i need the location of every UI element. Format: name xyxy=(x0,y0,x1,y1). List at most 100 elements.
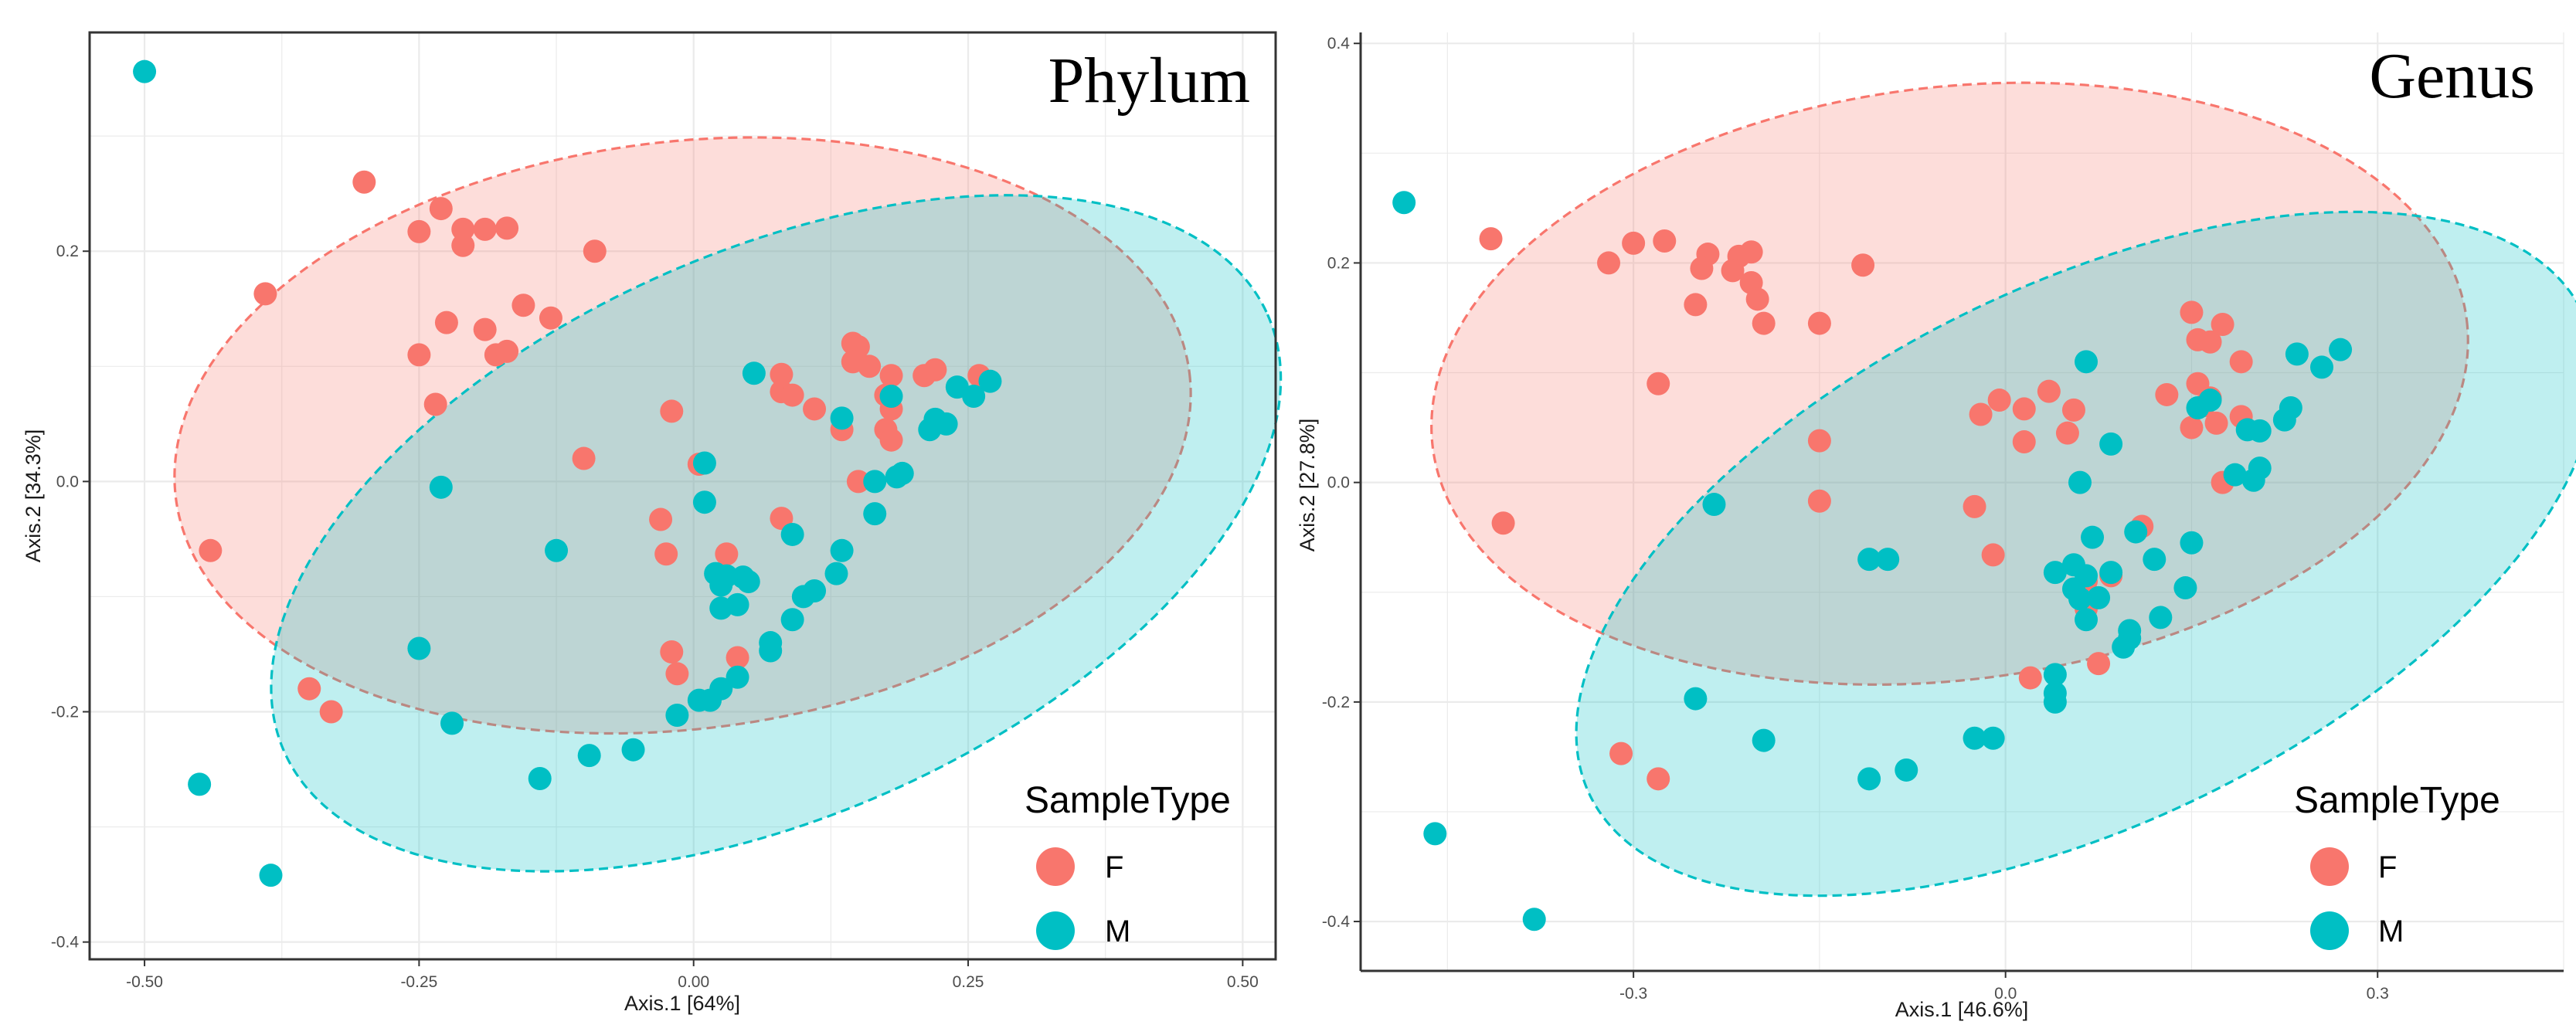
grid xyxy=(1361,32,2564,971)
point-m xyxy=(2248,419,2272,443)
point-f xyxy=(2211,313,2234,336)
point-f xyxy=(1653,229,1677,253)
point-m xyxy=(698,688,722,712)
x-axis-title: Axis.1 [64%] xyxy=(624,992,740,1015)
point-f xyxy=(879,428,903,452)
point-m xyxy=(2285,342,2309,366)
genus-panel: -0.3 0.0 0.3 -0.4 -0.2 0.0 0.2 0.4 Genus Axis.… xyxy=(1288,0,2576,1035)
x-axis-ticks: -0.3 0.0 0.3 xyxy=(1619,971,2389,1003)
x-tick-label: 0.50 xyxy=(1227,973,1259,991)
point-m xyxy=(2081,525,2105,549)
point-f xyxy=(407,343,431,367)
point-f xyxy=(2229,350,2253,374)
point-f xyxy=(2061,398,2085,422)
point-m xyxy=(2198,389,2222,412)
point-f xyxy=(2180,416,2204,439)
point-m xyxy=(962,385,986,409)
point-f xyxy=(1745,287,1769,311)
point-m xyxy=(863,470,887,494)
point-f xyxy=(660,399,684,423)
point-m xyxy=(1895,758,1918,782)
ellipse-layer xyxy=(173,136,1283,873)
point-m xyxy=(2068,470,2092,494)
y-axis-title: Axis.2 [34.3%] xyxy=(22,429,45,563)
point-m xyxy=(2143,548,2166,572)
point-f xyxy=(1609,741,1633,765)
legend: SampleType F M xyxy=(1025,780,1231,950)
point-m xyxy=(1963,726,1986,750)
x-tick-label: -0.25 xyxy=(400,973,437,991)
point-f xyxy=(2037,379,2061,403)
point-f xyxy=(726,646,749,670)
point-m xyxy=(2075,350,2099,374)
point-m xyxy=(885,465,909,489)
point-f xyxy=(2055,421,2079,445)
point-f xyxy=(1752,311,1776,335)
y-tick-label: 0.0 xyxy=(1327,474,1350,492)
point-f xyxy=(1597,251,1621,275)
point-f xyxy=(423,392,447,416)
phylum-panel: -0.50 -0.25 0.00 0.25 0.50 -0.4 -0.2 0.0 0.2 Ph… xyxy=(22,31,1283,1015)
point-f xyxy=(654,542,678,566)
point-m xyxy=(259,864,283,887)
point-m xyxy=(2309,355,2333,379)
point-m xyxy=(1392,191,1416,215)
point-f xyxy=(473,317,497,341)
point-f xyxy=(2198,330,2222,354)
point-m xyxy=(978,369,1002,393)
point-m xyxy=(665,703,689,727)
chart-title: Genus xyxy=(2369,40,2535,112)
point-f xyxy=(495,216,519,240)
point-m xyxy=(742,361,766,385)
genus-chart: -0.3 0.0 0.3 -0.4 -0.2 0.0 0.2 0.4 Genus Axis.… xyxy=(1296,32,2576,1021)
x-tick-label: 0.0 xyxy=(1994,985,2017,1003)
point-f xyxy=(1684,293,1708,317)
point-m xyxy=(1876,548,1900,572)
point-f xyxy=(2012,430,2036,454)
point-m xyxy=(407,636,431,660)
point-f xyxy=(319,700,343,724)
point-f xyxy=(1690,256,1714,280)
point-f xyxy=(649,507,673,531)
point-f xyxy=(879,364,903,388)
ellipse-m xyxy=(270,194,1283,873)
y-axis-ticks: -0.4 -0.2 0.0 0.2 xyxy=(51,243,90,952)
point-f xyxy=(803,397,827,421)
point-m xyxy=(780,522,804,546)
point-f xyxy=(1963,494,1986,518)
point-m xyxy=(2068,587,2092,611)
point-f xyxy=(1987,389,2011,412)
point-f xyxy=(1647,767,1670,791)
point-f xyxy=(2180,300,2204,324)
point-f xyxy=(770,362,794,386)
point-m xyxy=(1857,767,1881,791)
point-f xyxy=(2012,397,2036,421)
legend-title: SampleType xyxy=(1025,780,1231,821)
point-m xyxy=(934,412,958,436)
point-layer xyxy=(1392,191,2353,932)
y-tick-label: 0.0 xyxy=(56,473,79,490)
legend-label-f: F xyxy=(1105,850,1123,884)
ellipse-f xyxy=(173,136,1192,735)
y-tick-label: 0.4 xyxy=(1327,35,1351,53)
point-m xyxy=(830,538,854,562)
point-m xyxy=(2099,561,2123,585)
legend-title: SampleType xyxy=(2294,780,2500,821)
y-tick-label: -0.4 xyxy=(51,934,80,952)
point-f xyxy=(1647,372,1670,395)
point-f xyxy=(1851,253,1875,277)
point-m xyxy=(2173,576,2197,600)
point-f xyxy=(660,640,684,663)
point-f xyxy=(572,446,596,470)
legend-key-f xyxy=(1036,847,1075,886)
point-m xyxy=(2241,468,2265,492)
point-m xyxy=(440,711,464,735)
point-m xyxy=(2075,608,2099,632)
point-f xyxy=(434,310,458,334)
point-m xyxy=(692,451,716,475)
y-tick-label: 0.2 xyxy=(56,243,79,260)
y-axis-ticks: -0.4 -0.2 0.0 0.2 0.4 xyxy=(1322,35,1361,931)
point-m xyxy=(188,772,212,796)
legend-key-m xyxy=(1036,911,1075,950)
point-f xyxy=(2204,411,2228,435)
